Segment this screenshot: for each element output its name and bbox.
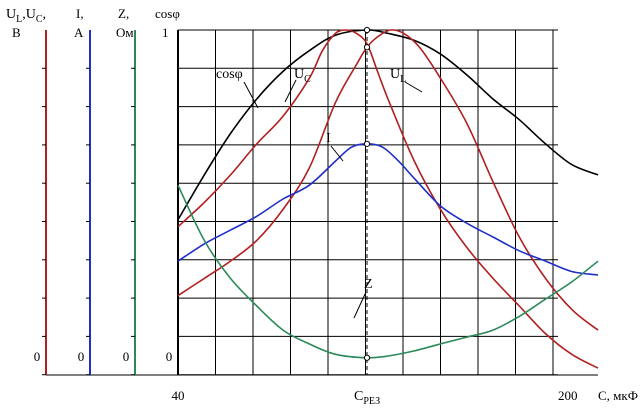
axis-title-ul-uc: UL,UC, (6, 7, 46, 25)
leader-uc (284, 79, 297, 103)
x-tick-label-40: 40 (172, 388, 185, 403)
resonance-marker (363, 354, 371, 361)
resonance-marker (363, 44, 371, 51)
leader-z (353, 291, 367, 319)
axis-unit-ul-uc: В (12, 25, 21, 40)
axis-zero-label: 0 (34, 349, 41, 364)
label-i: I (326, 131, 331, 146)
label-ul: UL (390, 67, 406, 85)
label-uc: UC (294, 67, 311, 85)
resonance-marker (363, 26, 371, 34)
plot-grid (177, 29, 558, 376)
axis-unit-i: А (74, 25, 84, 40)
x-axis-label: C, мкФ (598, 388, 638, 403)
label-cosphi: cosφ (216, 67, 243, 82)
resonance-markers (363, 26, 371, 361)
axis-zero-label: 0 (123, 349, 130, 364)
resonance-marker (363, 140, 371, 147)
axis-zero-label: 0 (166, 349, 173, 364)
chart-labels: 0 0 0 0 UL,UC,В I, А Z, Ом cosφ 1 40 200 C, мкФ CРЕЗ co… (6, 6, 638, 407)
axis-title-i: I, (76, 6, 84, 21)
axis-title-z: Z, (118, 6, 129, 21)
label-z: Z (364, 277, 373, 292)
axes (42, 30, 598, 376)
series-z (177, 184, 599, 359)
axis-title-cosphi: cosφ (155, 6, 180, 21)
series-cosphi (177, 29, 599, 221)
series-lines (177, 29, 599, 369)
axis-unit-cosphi: 1 (162, 25, 169, 40)
x-tick-label-200: 200 (558, 388, 578, 403)
series-ul (177, 29, 599, 331)
leader-ul (404, 81, 423, 93)
leader-cosphi (243, 81, 259, 109)
x-resonance-label: CРЕЗ (354, 389, 380, 407)
series-uc (177, 29, 599, 369)
axis-unit-z: Ом (116, 25, 134, 40)
leader-i (330, 145, 344, 162)
axis-zero-label: 0 (78, 349, 85, 364)
series-i (177, 142, 599, 276)
